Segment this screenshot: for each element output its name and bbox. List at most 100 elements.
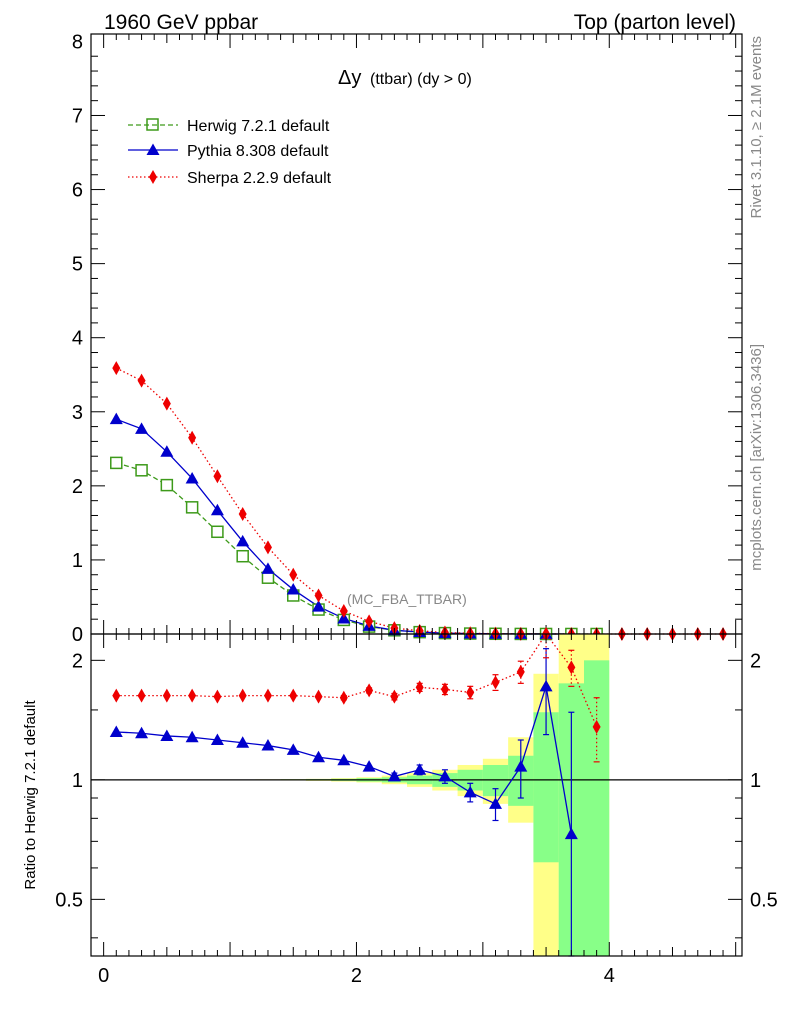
ratio-line-sherpa bbox=[116, 632, 598, 728]
ratio-point-sherpa bbox=[289, 688, 298, 703]
side-label-mcplots: mcplots.cern.ch [arXiv:1306.3436] bbox=[748, 344, 765, 571]
main-y-tick-label: 1 bbox=[72, 550, 83, 572]
header-right: Top (parton level) bbox=[574, 11, 736, 34]
ratio-point-pythia bbox=[514, 760, 528, 772]
main-y-tick-label: 8 bbox=[72, 31, 83, 53]
ratio-point-pythia bbox=[312, 750, 326, 763]
ratio-point-sherpa bbox=[567, 660, 576, 675]
ratio-point-pythia bbox=[539, 679, 553, 692]
ratio-y-tick-label-right: 0.5 bbox=[750, 889, 778, 911]
main-y-tick-label: 4 bbox=[72, 328, 83, 350]
main-point-herwig bbox=[110, 456, 123, 470]
legend: Herwig 7.2.1 default Pythia 8.308 defaul… bbox=[128, 118, 332, 187]
ratio-point-pythia bbox=[337, 753, 351, 766]
main-y-tick-label: 7 bbox=[72, 105, 83, 127]
main-point-pythia bbox=[185, 471, 199, 484]
main-point-sherpa bbox=[112, 361, 121, 376]
ratio-point-sherpa bbox=[238, 688, 247, 703]
ratio-y-tick-label-left: 0.5 bbox=[55, 889, 83, 911]
ratio-point-pythia bbox=[438, 769, 452, 782]
main-axis-ticks bbox=[91, 34, 742, 635]
ratio-point-pythia bbox=[135, 726, 149, 739]
ratio-point-pythia bbox=[261, 739, 275, 751]
main-point-herwig bbox=[236, 549, 249, 563]
ratio-point-pythia bbox=[489, 797, 503, 809]
main-point-pythia bbox=[312, 600, 326, 612]
main-point-sherpa bbox=[289, 567, 298, 582]
ratio-point-pythia bbox=[109, 725, 123, 737]
main-point-sherpa bbox=[188, 430, 197, 445]
ratio-point-sherpa bbox=[440, 682, 449, 697]
main-panel: 0 1 2 3 4 5 6 7 8 Δy (ttbar) (dy > 0) (MC_FBA_TT… bbox=[72, 31, 743, 646]
main-point-herwig bbox=[160, 478, 174, 492]
ratio-tick-labels: 0.5 0.5 1 1 2 2 0 2 4 bbox=[55, 650, 778, 987]
ratio-point-sherpa bbox=[491, 675, 500, 690]
ratio-point-sherpa bbox=[188, 688, 197, 703]
ratio-point-pythia bbox=[413, 763, 427, 775]
ratio-point-sherpa bbox=[137, 688, 146, 703]
ratio-point-pythia bbox=[387, 769, 401, 782]
ratio-x-tick-label: 2 bbox=[351, 965, 362, 987]
ratio-panel: 0.5 0.5 1 1 2 2 0 2 4 Ratio to Herwig 7.2.1 defa… bbox=[22, 627, 778, 987]
main-title-suffix: (ttbar) (dy > 0) bbox=[370, 71, 472, 88]
main-point-pythia bbox=[160, 445, 174, 457]
main-point-sherpa bbox=[314, 588, 323, 603]
legend-item-pythia: Pythia 8.308 default bbox=[128, 143, 329, 160]
main-point-sherpa bbox=[162, 396, 171, 411]
ratio-point-sherpa bbox=[365, 683, 374, 698]
legend-herwig-label: Herwig 7.2.1 default bbox=[187, 118, 330, 135]
main-y-tick-label: 6 bbox=[72, 180, 83, 202]
ratio-point-sherpa bbox=[516, 664, 525, 679]
ratio-y-axis-label: Ratio to Herwig 7.2.1 default bbox=[22, 700, 39, 890]
ratio-band-green bbox=[583, 660, 610, 956]
ratio-y-tick-label-right: 2 bbox=[750, 650, 761, 672]
main-y-tick-label: 5 bbox=[72, 254, 83, 276]
main-y-tick-label: 3 bbox=[72, 402, 83, 424]
ratio-point-sherpa bbox=[213, 689, 222, 704]
legend-sherpa-label: Sherpa 2.2.9 default bbox=[187, 170, 332, 187]
ratio-x-tick-label: 0 bbox=[98, 965, 109, 987]
main-point-sherpa bbox=[213, 469, 222, 484]
main-line-pythia bbox=[116, 418, 572, 635]
ratio-y-tick-label-left: 2 bbox=[72, 650, 83, 672]
ratio-point-sherpa bbox=[339, 690, 348, 705]
main-point-pythia bbox=[210, 503, 224, 516]
ratio-point-pythia bbox=[362, 760, 376, 772]
main-point-sherpa bbox=[365, 614, 374, 629]
header-left: 1960 GeV ppbar bbox=[104, 11, 258, 34]
main-point-pythia bbox=[135, 422, 149, 434]
main-y-tick-labels: 0 1 2 3 4 5 6 7 8 bbox=[72, 31, 83, 646]
main-y-tick-label: 0 bbox=[72, 624, 83, 646]
main-line-herwig bbox=[116, 462, 597, 635]
legend-item-herwig: Herwig 7.2.1 default bbox=[128, 118, 330, 135]
legend-pythia-marker bbox=[146, 143, 160, 155]
main-point-pythia bbox=[236, 534, 250, 547]
main-point-herwig bbox=[261, 571, 275, 584]
ratio-point-pythia bbox=[185, 730, 199, 743]
main-point-pythia bbox=[261, 562, 275, 574]
legend-item-sherpa: Sherpa 2.2.9 default bbox=[128, 170, 332, 187]
analysis-watermark: (MC_FBA_TTBAR) bbox=[347, 591, 467, 607]
main-title-symbol: Δy bbox=[338, 67, 361, 89]
main-point-sherpa bbox=[339, 604, 348, 619]
ratio-point-pythia bbox=[564, 827, 578, 840]
ratio-point-pythia bbox=[463, 785, 477, 798]
main-point-herwig bbox=[185, 501, 199, 514]
ratio-y-tick-label-right: 1 bbox=[750, 770, 761, 792]
legend-herwig-marker bbox=[146, 118, 159, 131]
main-point-pythia bbox=[286, 583, 300, 595]
ratio-uncertainty-bands bbox=[103, 634, 610, 956]
main-point-sherpa bbox=[238, 507, 247, 521]
main-point-sherpa bbox=[137, 373, 146, 388]
ratio-point-pythia bbox=[160, 729, 174, 741]
main-point-herwig bbox=[211, 525, 224, 539]
legend-pythia-label: Pythia 8.308 default bbox=[187, 143, 329, 160]
main-point-pythia bbox=[109, 412, 123, 425]
ratio-point-sherpa bbox=[162, 688, 171, 703]
main-point-herwig bbox=[135, 464, 148, 477]
ratio-point-sherpa bbox=[592, 719, 601, 734]
ratio-point-sherpa bbox=[466, 685, 475, 700]
ratio-point-pythia bbox=[286, 743, 300, 755]
ratio-point-sherpa bbox=[415, 680, 424, 695]
legend-sherpa-marker bbox=[149, 170, 157, 184]
